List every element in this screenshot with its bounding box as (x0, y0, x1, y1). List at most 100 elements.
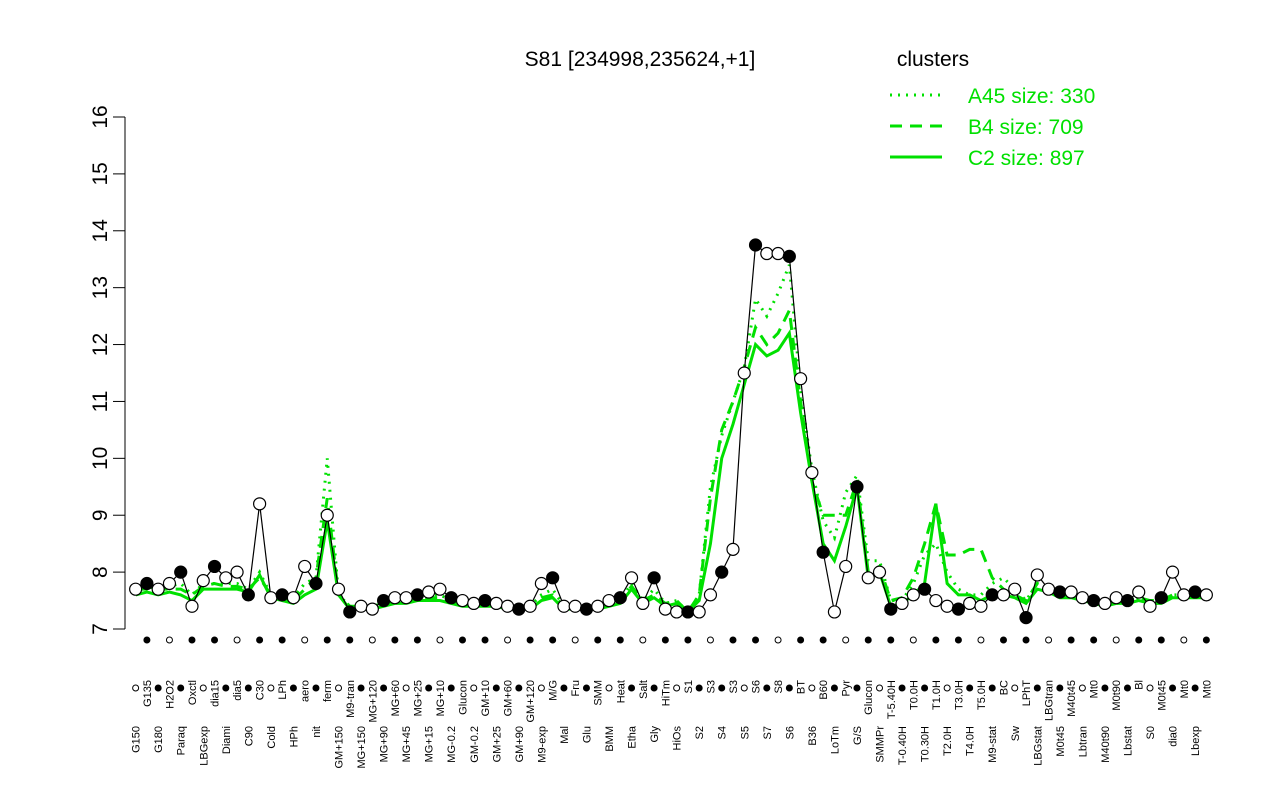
x-tick-label: HPh (288, 726, 300, 747)
data-point (647, 571, 661, 585)
x-tick-dot (458, 636, 466, 644)
x-tick-dot (402, 684, 410, 692)
x-tick-dot (966, 684, 974, 692)
data-point (636, 596, 650, 611)
x-tick-dot (582, 684, 590, 692)
chart-title: S81 [234998,235624,+1] (525, 48, 756, 71)
y-tick-label: 9 (89, 509, 112, 521)
x-tick-label: Diami (221, 726, 233, 754)
data-point (1165, 565, 1180, 579)
data-point (613, 591, 627, 605)
data-point (298, 559, 312, 574)
data-point (591, 599, 605, 613)
data-point (861, 571, 875, 585)
data-point (985, 588, 999, 602)
data-point (715, 565, 729, 579)
x-tick-label: Pyr (841, 680, 853, 697)
data-point (1177, 588, 1191, 602)
x-tick-label: Glucon (863, 680, 875, 715)
data-point (140, 576, 154, 591)
cluster-line (135, 264, 1207, 615)
data-point (624, 571, 639, 585)
data-point (433, 582, 447, 596)
x-tick-dot (977, 636, 985, 644)
x-tick-dot (740, 684, 748, 692)
data-point (929, 593, 943, 608)
legend-label: B4 size: 709 (968, 116, 1084, 139)
data-point (546, 571, 560, 585)
x-tick-label: B36 (807, 726, 819, 746)
x-tick-label: SMMPr (875, 726, 887, 763)
legend-label: C2 size: 897 (968, 147, 1085, 170)
x-tick-dot (605, 684, 613, 692)
x-tick-dot (1056, 684, 1064, 692)
x-tick-dot (436, 636, 444, 644)
data-point (219, 571, 233, 585)
x-tick-dot (729, 636, 737, 644)
x-tick-label: MG+120 (367, 680, 379, 723)
data-point (1075, 591, 1089, 605)
x-tick-dot (267, 684, 275, 692)
data-point (512, 602, 526, 616)
x-tick-dot (301, 636, 309, 644)
x-tick-label: GM+90 (514, 726, 526, 762)
x-tick-label: Etha (627, 725, 639, 749)
x-tick-dot (346, 636, 354, 644)
data-point (253, 497, 267, 511)
x-tick-dot (526, 636, 534, 644)
x-tick-dot (988, 684, 996, 692)
x-tick-dot (1022, 636, 1030, 644)
x-tick-dot (143, 636, 151, 644)
x-tick-label: M/G (548, 680, 560, 701)
x-tick-dot (898, 684, 906, 692)
data-point (309, 576, 323, 591)
x-tick-dot (943, 684, 951, 692)
data-point (1019, 611, 1033, 625)
x-tick-dot (357, 684, 365, 692)
x-tick-dot (165, 636, 173, 644)
x-tick-label: Lbtran (1077, 726, 1089, 757)
data-point (681, 605, 695, 619)
data-point (906, 588, 920, 602)
x-tick-dot (447, 684, 455, 692)
data-point (1109, 591, 1123, 605)
x-tick-dot (1169, 684, 1177, 692)
x-tick-dot (1157, 636, 1165, 644)
y-tick-label: 14 (89, 219, 112, 243)
x-tick-label: S2 (694, 726, 706, 739)
x-tick-label: B60 (818, 680, 830, 700)
data-point (1041, 582, 1056, 596)
x-tick-label: GM+60 (503, 680, 515, 716)
data-point (129, 582, 143, 596)
data-point (1008, 582, 1022, 596)
data-point (1030, 568, 1044, 582)
data-point (1132, 585, 1146, 599)
x-tick-label: MG+60 (390, 680, 402, 716)
x-tick-label: G150 (131, 726, 143, 753)
data-point (1098, 596, 1112, 611)
legend-label: A45 size: 330 (968, 85, 1095, 108)
data-point (376, 593, 391, 608)
data-point (264, 591, 278, 605)
data-point (174, 565, 188, 579)
x-tick-dot (684, 636, 692, 644)
x-tick-label: G180 (153, 726, 165, 753)
x-tick-dot (695, 684, 703, 692)
x-tick-label: M9-exp (536, 726, 548, 763)
x-tick-label: GM-0.2 (469, 726, 481, 763)
x-tick-label: S6 (751, 680, 763, 693)
data-point (703, 588, 718, 602)
data-point (1199, 588, 1213, 602)
x-tick-dot (312, 684, 320, 692)
x-tick-label: Lbexp (1190, 726, 1202, 756)
data-point (286, 591, 301, 605)
data-point (805, 465, 819, 480)
x-tick-dot (887, 636, 895, 644)
x-tick-label: Glu (581, 726, 593, 743)
data-point (748, 238, 763, 252)
x-tick-label: dia15 (210, 680, 222, 707)
x-tick-label: M40t90 (1100, 726, 1112, 763)
x-tick-label: LPh (277, 680, 289, 700)
x-tick-dot (154, 684, 162, 692)
data-point (670, 605, 684, 619)
